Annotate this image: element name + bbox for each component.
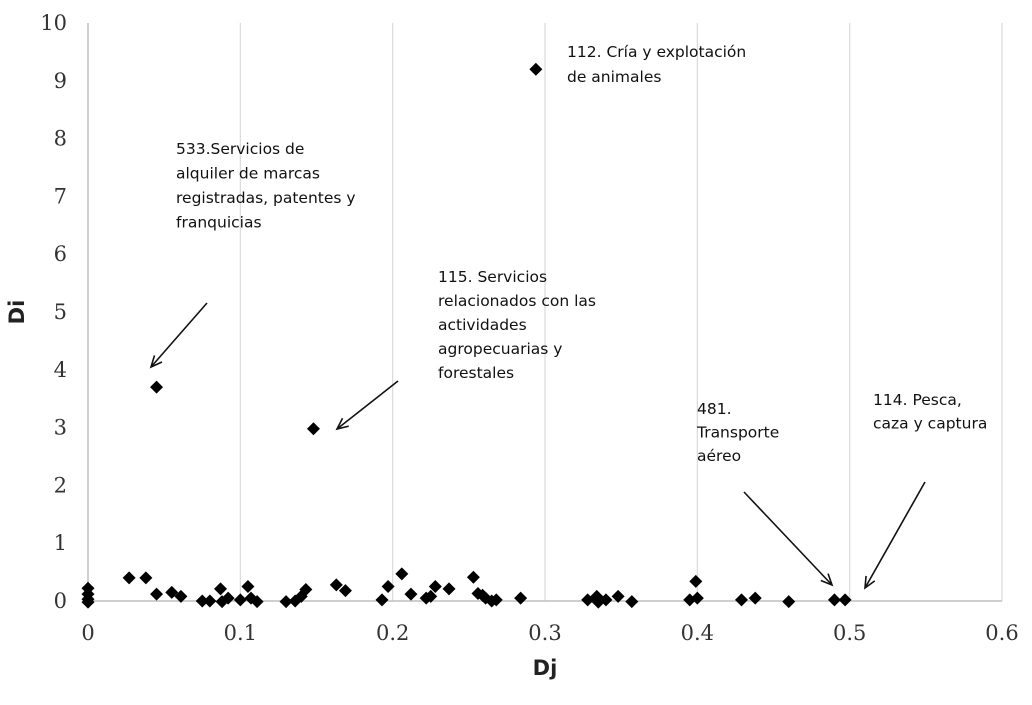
- y-tick-label: 8: [54, 127, 67, 151]
- annotation-label: 112. Cría y explotación de animales: [567, 43, 746, 86]
- annotation-line: forestales: [438, 364, 514, 382]
- annotation-line: Transporte: [696, 424, 779, 442]
- data-point: [221, 591, 235, 605]
- grid-layer: [239, 23, 1003, 601]
- annotation-label: 115. Servicios relacionados con las activi…: [438, 268, 596, 382]
- x-tick-label: 0.2: [376, 621, 409, 645]
- data-point: [81, 595, 95, 609]
- data-point: [428, 580, 442, 594]
- x-tick-label: 0.6: [985, 621, 1018, 645]
- axis-title-layer: Dj Di: [5, 300, 557, 680]
- point-layer: [81, 62, 852, 609]
- annotation-pesca: 114. Pesca, caza y captura: [864, 391, 987, 590]
- x-tick-label: 0.4: [681, 621, 714, 645]
- annotation-layer: 112. Cría y explotación de animales 533.Se…: [149, 43, 987, 590]
- data-point: [122, 571, 136, 585]
- data-point: [529, 62, 543, 76]
- y-tick-label: 1: [54, 531, 67, 555]
- y-tick-label: 10: [40, 11, 67, 35]
- annotation-line: 533.Servicios de: [176, 140, 304, 158]
- data-point: [782, 595, 796, 609]
- annotation-line: 112. Cría y explotación: [567, 43, 746, 61]
- y-tick-label: 2: [54, 473, 67, 497]
- data-point: [424, 589, 438, 603]
- data-point: [241, 580, 255, 594]
- y-tick-label: 9: [54, 69, 67, 93]
- data-point: [599, 593, 613, 607]
- annotation-line: registradas, patentes y: [176, 189, 356, 207]
- y-tick-label: 3: [54, 416, 67, 440]
- data-point: [690, 591, 704, 605]
- x-tick-label: 0.3: [528, 621, 561, 645]
- data-point: [466, 570, 480, 584]
- annotation-arrow: [149, 302, 208, 369]
- data-point: [611, 589, 625, 603]
- x-tick-label: 0: [81, 621, 94, 645]
- data-point: [489, 593, 503, 607]
- data-point: [279, 595, 293, 609]
- annotation-arrow: [864, 481, 926, 590]
- data-point: [329, 578, 343, 592]
- data-point: [214, 582, 228, 596]
- annotation-label: 114. Pesca, caza y captura: [873, 391, 987, 433]
- data-point: [174, 589, 188, 603]
- annotation-line: franquicias: [176, 214, 262, 232]
- data-point: [827, 593, 841, 607]
- annotation-line: 115. Servicios: [438, 268, 547, 286]
- data-point: [735, 593, 749, 607]
- data-point: [306, 422, 320, 436]
- data-point: [165, 585, 179, 599]
- data-point: [139, 571, 153, 585]
- annotation-marcas: 533.Servicios de alquiler de marcas regist…: [149, 140, 356, 369]
- annotation-line: alquiler de marcas: [176, 165, 320, 183]
- data-point: [395, 567, 409, 581]
- data-point: [404, 587, 418, 601]
- data-point: [838, 593, 852, 607]
- annotation-agro: 115. Servicios relacionados con las activi…: [335, 268, 596, 431]
- annotation-arrow: [743, 491, 834, 587]
- annotation-line: 481.: [697, 400, 732, 418]
- x-tick-label: 0.1: [224, 621, 257, 645]
- annotation-line: agropecuarias y: [438, 340, 562, 358]
- data-point: [233, 593, 247, 607]
- annotation-transporte: 481. Transporte aéreo: [696, 400, 834, 587]
- annotation-line: 114. Pesca,: [873, 391, 962, 409]
- annotation-line: aéreo: [697, 447, 741, 465]
- data-point: [625, 595, 639, 609]
- annotation-cria: 112. Cría y explotación de animales: [567, 43, 746, 86]
- annotation-line: caza y captura: [873, 415, 987, 433]
- data-point: [338, 584, 352, 598]
- annotation-line: de animales: [567, 68, 661, 86]
- data-point: [375, 593, 389, 607]
- data-point: [442, 582, 456, 596]
- data-point: [381, 580, 395, 594]
- y-tick-label: 5: [54, 300, 67, 324]
- y-axis-title: Di: [5, 300, 29, 325]
- y-tick-label: 7: [54, 184, 67, 208]
- tick-label-layer: 0 0.1 0.2 0.3 0.4 0.5 0.6 0 1 2 3 4 5 6 7 8 9 10: [40, 11, 1018, 645]
- x-axis-title: Dj: [533, 656, 558, 680]
- data-point: [689, 574, 703, 588]
- data-point: [195, 594, 209, 608]
- data-point: [299, 582, 313, 596]
- data-point: [514, 591, 528, 605]
- data-point: [748, 591, 762, 605]
- data-point: [250, 595, 264, 609]
- y-tick-label: 0: [54, 589, 67, 613]
- annotation-arrow: [335, 380, 399, 431]
- y-tick-label: 6: [54, 242, 67, 266]
- annotation-label: 481. Transporte aéreo: [696, 400, 779, 465]
- x-tick-label: 0.5: [833, 621, 866, 645]
- data-point: [203, 594, 217, 608]
- data-point: [150, 380, 164, 394]
- data-point: [150, 587, 164, 601]
- annotation-line: actividades: [438, 316, 527, 334]
- annotation-label: 533.Servicios de alquiler de marcas regist…: [176, 140, 356, 232]
- y-tick-label: 4: [54, 358, 67, 382]
- annotation-line: relacionados con las: [438, 292, 596, 310]
